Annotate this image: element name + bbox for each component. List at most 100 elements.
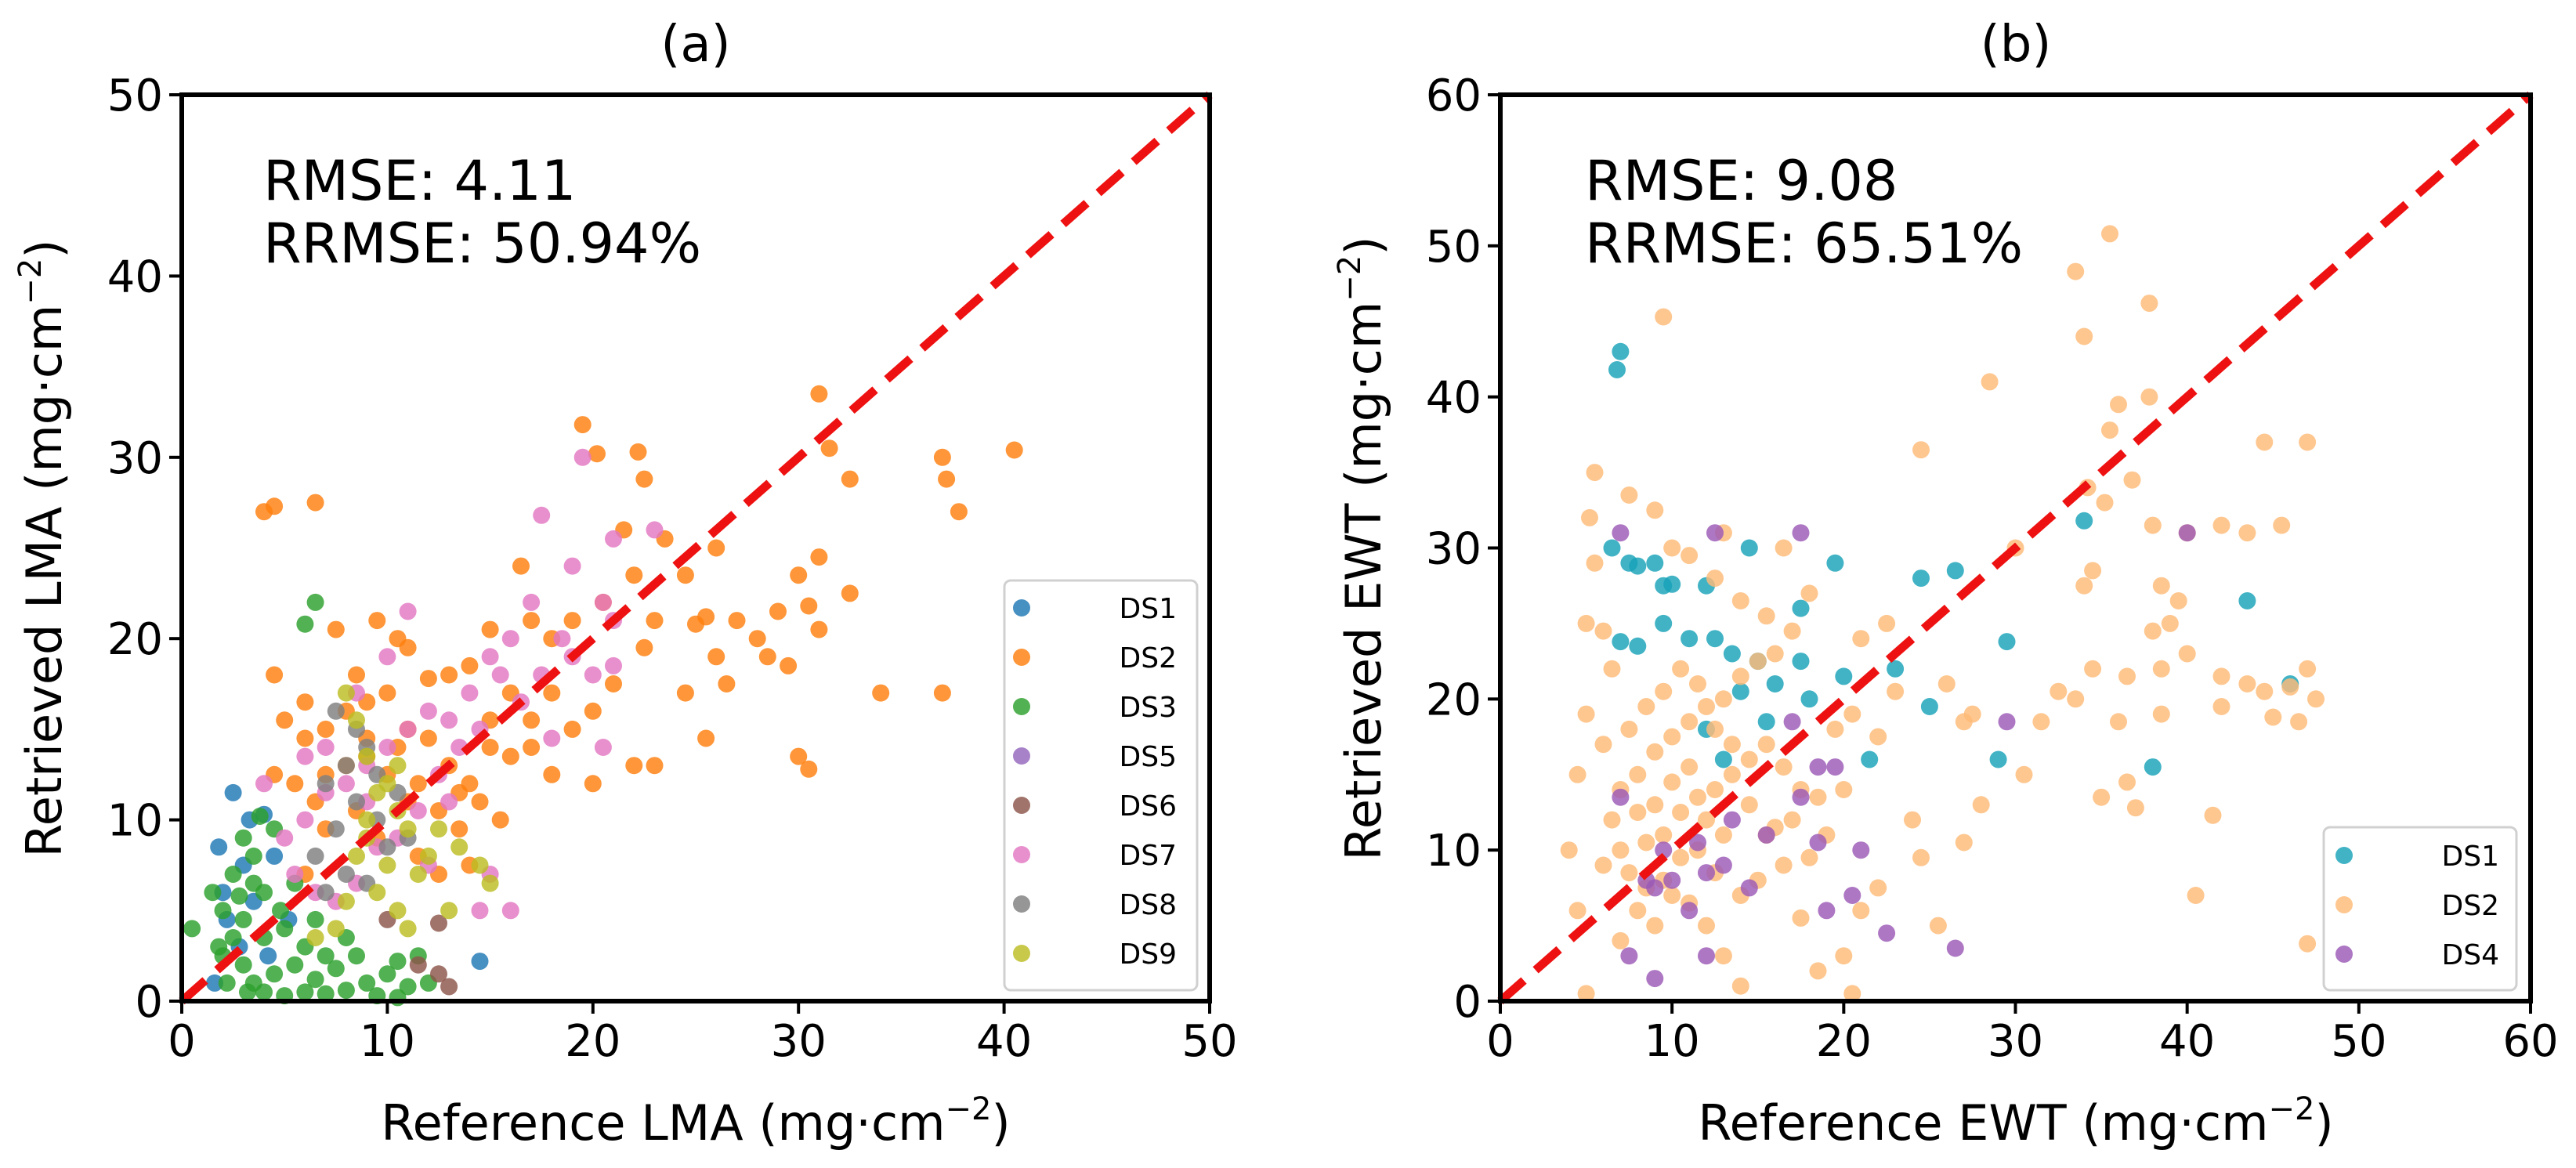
panel-b-point-ds2 <box>1663 773 1681 791</box>
panel-b-point-ds2 <box>1637 834 1655 852</box>
panel-a-point-ds7 <box>605 530 622 548</box>
panel-a-point-ds7 <box>276 829 294 847</box>
panel-b-point-ds2 <box>2264 708 2282 726</box>
panel-a-point-ds2 <box>378 684 396 702</box>
panel-a-point-ds2 <box>399 638 417 656</box>
panel-a-point-ds3 <box>337 982 355 1000</box>
panel-b-point-ds2 <box>1655 682 1673 700</box>
panel-a-point-ds2 <box>419 729 437 747</box>
panel-a-point-ds2 <box>790 566 808 584</box>
panel-b-point-ds1 <box>1629 637 1647 655</box>
panel-a-y-tick-label: 50 <box>107 71 163 121</box>
panel-a-point-ds3 <box>296 615 314 633</box>
panel-a-point-ds2 <box>296 729 314 747</box>
panel-a-legend-label-ds8: DS8 <box>1120 889 1177 921</box>
panel-a-point-ds9 <box>430 820 447 838</box>
panel-b-point-ds2 <box>1706 570 1724 588</box>
panel-b-point-ds2 <box>1783 622 1801 640</box>
panel-b-point-ds4 <box>1620 947 1638 965</box>
panel-a-point-ds2 <box>440 666 458 684</box>
panel-b-point-ds2 <box>1620 720 1638 738</box>
panel-a-point-ds6 <box>430 965 447 983</box>
panel-a-point-ds2 <box>491 811 509 829</box>
panel-b: (b) 0 10 20 30 40 50 60 0 10 20 30 40 50 60 RMSE: 9.… <box>1332 16 2559 1152</box>
panel-b-point-ds2 <box>1560 841 1578 859</box>
panel-a: (a) 0 10 20 30 40 50 0 10 20 30 40 50 RMSE: 4.11 R… <box>13 16 1238 1152</box>
panel-a-point-ds6 <box>440 978 458 996</box>
panel-b-point-ds4 <box>1792 524 1810 542</box>
panel-a-y-label-text: Retrieved LMA (mg·cm <box>16 305 73 858</box>
panel-a-legend-box <box>1003 579 1199 992</box>
panel-a-x-tick-label: 30 <box>771 1016 827 1067</box>
panel-a-point-ds1 <box>259 947 277 965</box>
panel-a-point-ds9 <box>378 856 396 874</box>
panel-a-y-ticks: 0 10 20 30 40 50 <box>107 71 182 1028</box>
panel-a-x-tick-label: 0 <box>168 1016 196 1067</box>
panel-a-point-ds2 <box>707 648 725 666</box>
panel-a-point-ds7 <box>440 711 458 729</box>
panel-a-y-tick-label: 20 <box>107 614 163 665</box>
panel-a-point-ds1 <box>266 847 284 865</box>
panel-b-point-ds1 <box>1714 750 1732 768</box>
panel-b-y-axis-label: Retrieved EWT (mg·cm−2) <box>1332 237 1392 861</box>
panel-b-point-ds2 <box>1646 917 1664 935</box>
panel-b-point-ds2 <box>1612 931 1630 949</box>
panel-a-legend: DS1 DS2 DS3 DS5 DS6 DS7 DS8 DS9 <box>1003 579 1199 992</box>
panel-b-point-ds2 <box>1646 743 1664 761</box>
panel-a-point-ds8 <box>327 820 345 838</box>
panel-a-point-ds2 <box>938 470 956 488</box>
panel-b-point-ds2 <box>1887 682 1905 700</box>
panel-b-point-ds2 <box>1937 675 1956 692</box>
panel-b-point-ds2 <box>1637 698 1655 715</box>
panel-b-point-ds2 <box>1581 508 1598 526</box>
panel-b-point-ds1 <box>1800 690 1818 708</box>
panel-a-point-ds2 <box>800 760 818 778</box>
panel-a-point-ds9 <box>389 902 407 920</box>
panel-b-point-ds2 <box>1568 765 1586 783</box>
panel-b-point-ds2 <box>1698 698 1715 715</box>
panel-b-point-ds4 <box>1698 947 1715 965</box>
panel-b-point-ds1 <box>1629 557 1647 575</box>
panel-b-point-ds2 <box>2101 421 2118 439</box>
panel-b-x-tick-label: 50 <box>2331 1016 2386 1067</box>
panel-a-point-ds3 <box>234 956 252 974</box>
panel-b-point-ds2 <box>1852 630 1870 648</box>
panel-b-y-label-text: Retrieved EWT (mg·cm <box>1335 302 1392 861</box>
panel-b-point-ds2 <box>1594 736 1612 754</box>
panel-a-point-ds3 <box>286 956 304 974</box>
panel-a-point-ds1 <box>471 953 489 971</box>
panel-a-x-tick-label: 40 <box>976 1016 1032 1067</box>
panel-b-point-ds4 <box>1818 902 1836 920</box>
panel-b-point-ds2 <box>2178 645 2196 663</box>
panel-a-title: (a) <box>660 16 730 74</box>
panel-a-point-ds6 <box>409 956 427 974</box>
panel-b-point-ds2 <box>1723 765 1741 783</box>
panel-b-point-ds2 <box>1731 667 1749 685</box>
panel-a-point-ds9 <box>409 866 427 883</box>
panel-b-point-ds2 <box>1731 977 1749 995</box>
panel-b-y-ticks: 0 10 20 30 40 50 60 <box>1426 71 1500 1028</box>
panel-a-point-ds2 <box>409 775 427 793</box>
panel-a-legend-marker-ds3 <box>1013 698 1030 715</box>
panel-a-point-ds3 <box>317 947 335 965</box>
panel-a-point-ds7 <box>491 666 509 684</box>
panel-b-y-tick-label: 30 <box>1426 524 1482 575</box>
panel-b-point-ds2 <box>2118 667 2136 685</box>
panel-b-x-tick-label: 10 <box>1644 1016 1700 1067</box>
panel-b-point-ds1 <box>1723 645 1741 663</box>
panel-a-legend-label-ds2: DS2 <box>1120 642 1177 674</box>
panel-a-point-ds2 <box>481 739 499 756</box>
panel-a-y-tick-label: 30 <box>107 433 163 484</box>
panel-a-point-ds3 <box>244 874 262 892</box>
panel-a-point-ds3 <box>234 829 252 847</box>
panel-b-point-ds4 <box>1612 788 1630 806</box>
panel-a-point-ds2 <box>563 720 581 738</box>
panel-b-point-ds2 <box>1800 584 1818 602</box>
panel-b-point-ds4 <box>1740 879 1758 897</box>
panel-b-point-ds2 <box>1740 750 1758 768</box>
panel-a-point-ds2 <box>697 729 715 747</box>
panel-b-point-ds1 <box>1740 539 1758 557</box>
panel-a-point-ds7 <box>440 793 458 811</box>
panel-b-x-label-exponent: −2 <box>2268 1091 2314 1127</box>
panel-b-point-ds2 <box>1663 887 1681 904</box>
